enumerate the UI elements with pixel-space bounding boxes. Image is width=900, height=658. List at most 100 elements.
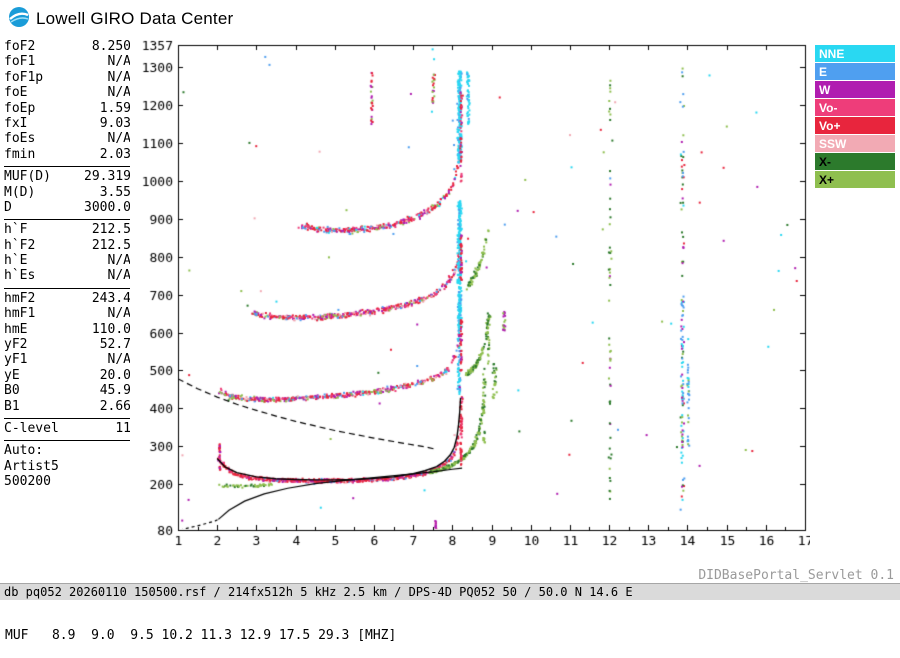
param-label: fmin	[4, 146, 36, 162]
param-row: hmF2 243.4	[4, 291, 131, 306]
param-value: N/A	[107, 268, 131, 284]
param-row: foF2 8.250	[4, 39, 131, 54]
param-value: N/A	[107, 85, 131, 101]
param-row: fxI 9.03	[4, 116, 131, 131]
param-row: M(D) 3.55	[4, 185, 131, 200]
param-label: B1	[4, 398, 20, 414]
legend-label: Vo-	[819, 100, 838, 115]
param-value: 212.5	[91, 237, 131, 253]
param-row: foEp 1.59	[4, 101, 131, 116]
param-row: Auto:	[4, 443, 131, 458]
param-label: yF1	[4, 352, 28, 368]
param-label: hmF2	[4, 290, 36, 306]
param-label: C-level	[4, 420, 59, 436]
param-label: 500200	[4, 474, 51, 490]
param-value: 110.0	[91, 321, 131, 337]
param-value: 2.66	[99, 398, 131, 414]
param-label: h`Es	[4, 268, 36, 284]
param-row: h`F2 212.5	[4, 238, 131, 253]
param-value: N/A	[107, 131, 131, 147]
param-row: D 3000.0	[4, 200, 131, 215]
legend-item: Vo+	[815, 117, 895, 134]
param-label: M(D)	[4, 184, 36, 200]
status-bar: db pq052 20260110 150500.rsf / 214fx512h…	[0, 583, 900, 600]
param-row: foEs N/A	[4, 131, 131, 146]
param-row: Artist5	[4, 459, 131, 474]
param-label: hmF1	[4, 306, 36, 322]
legend-label: NNE	[819, 46, 845, 61]
param-value: N/A	[107, 253, 131, 269]
param-value: 20.0	[99, 367, 131, 383]
param-value: 2.03	[99, 146, 131, 162]
param-label: fxI	[4, 115, 28, 131]
param-value: 243.4	[91, 290, 131, 306]
param-label: h`E	[4, 253, 28, 269]
param-section-muf: MUF(D) 29.319 M(D) 3.55 D 3000.0	[4, 166, 131, 216]
param-value: 3000.0	[84, 199, 131, 215]
param-section-confidence: C-level 11	[4, 417, 131, 437]
param-value: 11	[115, 420, 131, 436]
legend-label: X-	[819, 154, 831, 169]
param-label: foF2	[4, 39, 36, 54]
param-label: h`F	[4, 222, 28, 238]
legend-label: W	[819, 82, 831, 97]
param-row: B0 45.9	[4, 383, 131, 398]
param-row: yF1 N/A	[4, 352, 131, 367]
param-value: N/A	[107, 69, 131, 85]
legend-item: SSW	[815, 135, 895, 152]
param-label: h`F2	[4, 237, 36, 253]
param-value: 52.7	[99, 337, 131, 353]
ionogram-canvas	[130, 38, 810, 552]
param-label: MUF(D)	[4, 169, 51, 185]
param-row: yF2 52.7	[4, 337, 131, 352]
param-value: N/A	[107, 352, 131, 368]
giro-globe-icon	[8, 6, 30, 32]
param-row: 500200	[4, 474, 131, 489]
param-label: foF1p	[4, 69, 44, 85]
param-section-autoscaling-info: Auto: Artist5 500200	[4, 440, 131, 490]
param-value: 1.59	[99, 100, 131, 116]
param-value: 45.9	[99, 383, 131, 399]
param-label: foEp	[4, 100, 36, 116]
param-label: hmE	[4, 321, 28, 337]
param-value: N/A	[107, 54, 131, 70]
param-row: foF1p N/A	[4, 70, 131, 85]
param-label: yF2	[4, 337, 28, 353]
site-branding[interactable]: Lowell GIRO Data Center	[8, 6, 233, 32]
param-label: B0	[4, 383, 20, 399]
legend-label: X+	[819, 172, 835, 187]
site-title: Lowell GIRO Data Center	[36, 9, 234, 28]
param-label: Auto:	[4, 443, 44, 459]
param-row: yE 20.0	[4, 368, 131, 383]
legend-item: W	[815, 81, 895, 98]
param-row: B1 2.66	[4, 399, 131, 414]
param-label: foE	[4, 85, 28, 101]
legend-label: Vo+	[819, 118, 841, 133]
echo-direction-legend: NNE E W Vo- Vo+ SSW X- X+	[815, 45, 895, 189]
legend-label: SSW	[819, 136, 847, 151]
legend-item: Vo-	[815, 99, 895, 116]
param-value: 29.319	[84, 169, 131, 185]
param-section-peak-heights: hmF2 243.4 hmF1 N/A hmE 110.0 yF2 52.7 y…	[4, 287, 131, 415]
legend-item: E	[815, 63, 895, 80]
param-row: hmF1 N/A	[4, 306, 131, 321]
param-row: foF1 N/A	[4, 54, 131, 69]
param-row: MUF(D) 29.319	[4, 169, 131, 184]
scaled-parameters-panel: foF2 8.250 foF1 N/A foF1p N/A foE N/A fo…	[4, 38, 131, 491]
param-label: yE	[4, 367, 20, 383]
param-row: h`E N/A	[4, 253, 131, 268]
param-value: N/A	[107, 306, 131, 322]
param-value: 212.5	[91, 222, 131, 238]
servlet-version-watermark: DIDBasePortal_Servlet 0.1	[698, 568, 894, 583]
param-label: foEs	[4, 131, 36, 147]
legend-item: X-	[815, 153, 895, 170]
param-row: fmin 2.03	[4, 147, 131, 162]
param-row: C-level 11	[4, 421, 131, 436]
legend-item: NNE	[815, 45, 895, 62]
param-value: 8.250	[91, 39, 131, 54]
param-row: hmE 110.0	[4, 322, 131, 337]
param-value: 9.03	[99, 115, 131, 131]
param-section-virtual-heights: h`F 212.5 h`F2 212.5 h`E N/A h`Es N/A	[4, 219, 131, 285]
param-row: h`F 212.5	[4, 222, 131, 237]
legend-label: E	[819, 64, 828, 79]
